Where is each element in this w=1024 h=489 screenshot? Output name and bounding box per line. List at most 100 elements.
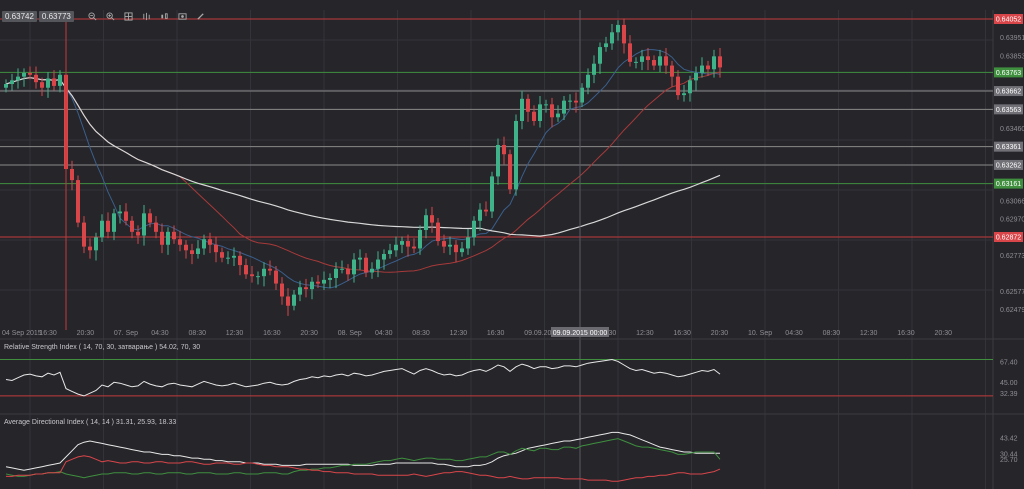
price-tick: 0.63066 bbox=[1000, 199, 1024, 206]
zoom-in-icon[interactable] bbox=[106, 12, 115, 21]
candle-body bbox=[712, 56, 716, 70]
candle-body bbox=[634, 61, 638, 63]
bar-chart-icon[interactable] bbox=[142, 12, 151, 21]
time-tick: 08:30 bbox=[823, 330, 841, 337]
time-tick: 07. Sep bbox=[114, 330, 138, 337]
candle-body bbox=[532, 111, 536, 121]
candle-body bbox=[76, 180, 80, 223]
candle-body bbox=[328, 278, 332, 280]
candle-body bbox=[490, 176, 494, 212]
candle-body bbox=[382, 253, 386, 260]
candle-body bbox=[388, 250, 392, 254]
candle-body bbox=[82, 222, 86, 247]
rsi-title: Relative Strength Index ( 14, 70, 30, за… bbox=[4, 344, 200, 351]
candle-body bbox=[664, 56, 668, 66]
candle-body bbox=[304, 287, 308, 290]
candle-body bbox=[46, 78, 50, 88]
candle-body bbox=[142, 213, 146, 236]
level-label: 0.63563 bbox=[996, 107, 1021, 114]
adx-tick: 25.70 bbox=[1000, 457, 1018, 464]
candle-body bbox=[286, 296, 290, 306]
candle-body bbox=[568, 100, 572, 102]
candle-body bbox=[214, 244, 218, 253]
candle-body bbox=[574, 100, 578, 103]
candle-body bbox=[208, 239, 212, 245]
candle-body bbox=[622, 24, 626, 44]
candle-body bbox=[172, 231, 176, 240]
candle-body bbox=[478, 209, 482, 221]
candle-body bbox=[466, 237, 470, 249]
time-tick: 20:30 bbox=[935, 330, 953, 337]
grid bbox=[0, 10, 994, 489]
crosshair-time-label: 09.09.2015 00:00 bbox=[551, 327, 609, 337]
time-tick: 20:30 bbox=[77, 330, 95, 337]
sma-slow-line bbox=[5, 77, 721, 237]
candle-body bbox=[238, 255, 242, 266]
bid-price: 0.63742 bbox=[2, 11, 37, 22]
time-tick: 04 Sep 2015 bbox=[2, 330, 42, 337]
candle-body bbox=[322, 279, 326, 284]
candle-body bbox=[448, 244, 452, 247]
time-tick: 08:30 bbox=[189, 330, 207, 337]
candle-body bbox=[124, 211, 128, 221]
candle-body bbox=[136, 231, 140, 236]
candle-body bbox=[484, 209, 488, 212]
candle-body bbox=[556, 113, 560, 118]
price-axis: 0.63951 0.63853 0.63460 0.63066 0.62970 0.627… bbox=[1000, 35, 1024, 314]
candle-body bbox=[652, 60, 656, 66]
candle-body bbox=[526, 98, 530, 112]
level-tag bbox=[994, 104, 1023, 115]
candle-body bbox=[598, 47, 602, 64]
grid-icon[interactable] bbox=[124, 12, 133, 21]
candles-icon[interactable] bbox=[160, 12, 169, 21]
candle-body bbox=[160, 231, 164, 245]
candle-body bbox=[298, 287, 302, 295]
level-label: 0.64052 bbox=[996, 17, 1021, 24]
ask-price: 0.63773 bbox=[38, 11, 74, 22]
rsi-tick: 32.39 bbox=[1000, 391, 1018, 398]
candle-body bbox=[370, 268, 374, 273]
candle-body bbox=[394, 244, 398, 251]
level-label: 0.63161 bbox=[996, 181, 1021, 188]
adx-line bbox=[5, 431, 720, 471]
rsi-line bbox=[5, 358, 721, 397]
candle-body bbox=[454, 244, 458, 253]
di-plus-line bbox=[5, 438, 721, 479]
candle-body bbox=[106, 220, 110, 232]
candle-body bbox=[4, 84, 8, 88]
di-minus-line bbox=[6, 455, 721, 482]
price-tick: 0.62970 bbox=[1000, 216, 1024, 223]
price-tick: 0.63951 bbox=[1000, 35, 1024, 42]
candle-body bbox=[586, 74, 590, 88]
price-levels: 0.64052 0.63763 0.63662 0.63563 0.63361 0.632… bbox=[0, 14, 1023, 242]
candle-body bbox=[400, 241, 404, 245]
candle-body bbox=[616, 24, 620, 33]
candle-body bbox=[118, 211, 122, 214]
time-tick: 10. Sep bbox=[748, 330, 772, 337]
rsi-panel: Relative Strength Index ( 14, 70, 30, за… bbox=[0, 338, 1024, 398]
zoom-out-icon[interactable] bbox=[88, 12, 97, 21]
screenshot-icon[interactable] bbox=[178, 12, 187, 21]
candle-body bbox=[16, 76, 20, 81]
candle-body bbox=[100, 220, 104, 238]
toolbar-icons bbox=[88, 12, 205, 21]
price-tick: 0.62479 bbox=[1000, 307, 1024, 314]
candle-body bbox=[10, 80, 14, 85]
candle-body bbox=[418, 229, 422, 249]
candle-body bbox=[604, 43, 608, 48]
candle-body bbox=[280, 283, 284, 297]
candle-body bbox=[580, 87, 584, 103]
candle-body bbox=[694, 72, 698, 81]
candle-body bbox=[514, 120, 518, 190]
candle-body bbox=[268, 268, 272, 271]
candle-body bbox=[190, 250, 194, 254]
price-tick: 0.62577 bbox=[1000, 289, 1024, 296]
candle-body bbox=[676, 76, 680, 96]
candle-body bbox=[52, 78, 56, 86]
candle-body bbox=[376, 259, 380, 269]
candle-body bbox=[502, 144, 506, 155]
candle-body bbox=[220, 252, 224, 258]
candle-body bbox=[58, 74, 62, 86]
pencil-icon[interactable] bbox=[196, 12, 205, 21]
